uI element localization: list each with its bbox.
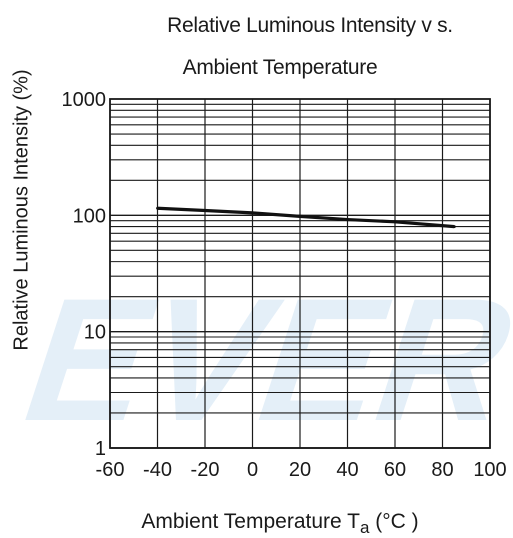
y-axis-label: Relative Luminous Intensity (%) <box>10 69 33 351</box>
y-tick-label: 1000 <box>62 89 107 111</box>
x-tick-label: 100 <box>473 459 506 481</box>
y-tick-label: 1 <box>95 438 106 460</box>
series-line <box>157 206 455 229</box>
x-tick-label: 80 <box>431 459 453 481</box>
chart-title-line-1: Relative Luminous Intensity v s. <box>167 14 453 37</box>
x-tick-label: 40 <box>336 459 358 481</box>
series-point <box>298 214 302 218</box>
x-tick-label: -20 <box>191 459 220 481</box>
x-tick-label: 20 <box>289 459 311 481</box>
series-point <box>346 218 349 221</box>
series-point <box>393 220 397 224</box>
x-axis-label-main: Ambient Temperature T <box>141 510 360 533</box>
y-tick-label: 10 <box>84 322 106 344</box>
y-tick-label: 100 <box>73 205 106 227</box>
x-axis-label: Ambient Temperature Ta (°C ) <box>60 510 500 537</box>
x-axis-label-unit: (°C ) <box>369 510 419 533</box>
x-tick-label: -60 <box>96 459 125 481</box>
series-point <box>452 225 456 229</box>
watermark-logo: EVER <box>1 262 513 458</box>
series-point <box>203 209 207 212</box>
series-point <box>251 211 254 215</box>
x-tick-label: -40 <box>143 459 172 481</box>
chart-title-line-2: Ambient Temperature <box>182 56 378 79</box>
plot-frame <box>109 98 491 449</box>
series-point <box>156 206 159 210</box>
x-axis-label-subscript: a <box>359 518 370 537</box>
x-tick-label: 60 <box>384 459 406 481</box>
x-tick-label: 0 <box>247 459 258 481</box>
